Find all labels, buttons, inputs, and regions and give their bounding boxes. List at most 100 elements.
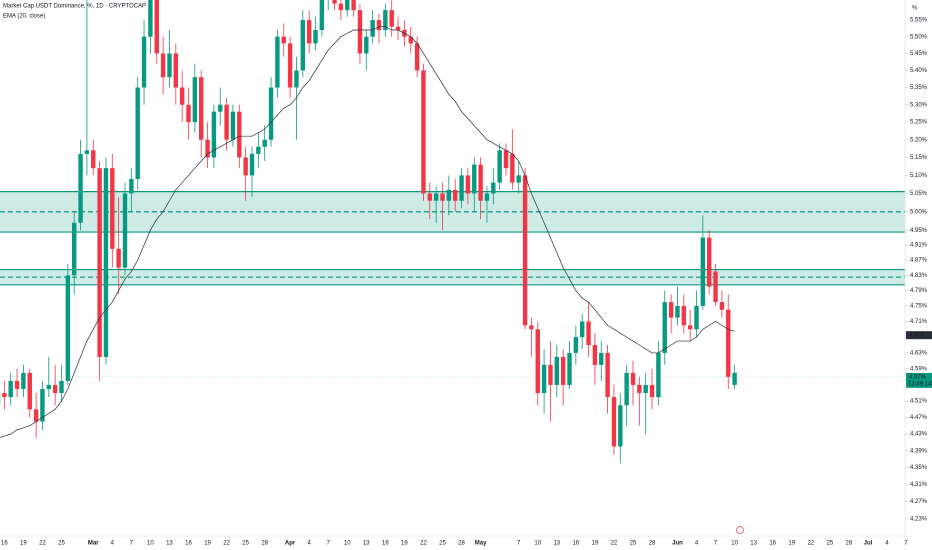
candle-body <box>567 352 572 385</box>
y-tick-label: 4.79% <box>910 288 928 294</box>
candle-body <box>427 193 432 201</box>
x-tick-label: 7 <box>130 541 134 547</box>
candle-body <box>154 0 159 54</box>
x-tick-label: 7 <box>327 541 331 547</box>
candle-body <box>287 43 293 88</box>
x-tick-label: Jun <box>672 541 683 547</box>
y-tick-label: 4.47% <box>910 415 928 421</box>
candle-body <box>370 20 375 37</box>
candle-body <box>726 309 731 377</box>
y-tick-label: 5.00% <box>910 209 928 215</box>
plot-area <box>0 0 905 464</box>
candle-body <box>179 87 185 105</box>
x-tick-label: 25 <box>827 541 834 547</box>
y-tick-label: 5.10% <box>910 173 928 179</box>
candle-body <box>173 53 178 88</box>
x-tick-label: 22 <box>223 541 230 547</box>
candle-body <box>376 20 382 31</box>
candle-body <box>122 193 128 268</box>
x-tick-label: 19 <box>20 541 27 547</box>
x-tick-label: 22 <box>807 541 814 547</box>
candle-body <box>103 168 109 357</box>
y-tick-label: 5.25% <box>910 120 928 126</box>
candle-body <box>414 43 420 71</box>
y-tick-label: 4.63% <box>910 351 928 357</box>
y-tick-label: 4.59% <box>910 366 928 372</box>
candle-body <box>560 356 566 385</box>
candle-body <box>535 329 540 394</box>
x-tick-label: 4 <box>885 541 889 547</box>
x-tick-label: May <box>475 541 487 547</box>
x-tick-label: 10 <box>534 541 541 547</box>
x-tick-label: 28 <box>458 541 465 547</box>
candle-body <box>516 175 521 183</box>
candle-body <box>97 168 102 357</box>
candle-body <box>529 325 534 330</box>
axis-unit: % <box>912 6 918 12</box>
x-tick-label: 19 <box>592 541 599 547</box>
candle-body <box>433 193 439 201</box>
x-tick-label: Jul <box>864 541 873 547</box>
y-tick-label: 4.83% <box>910 273 928 279</box>
candle-body <box>611 397 617 447</box>
candle-body <box>345 0 350 11</box>
x-tick-label: 13 <box>166 541 173 547</box>
candle-body <box>618 405 623 447</box>
y-tick-label: 4.95% <box>910 228 928 234</box>
countdown-label: 13:49:14 <box>908 381 932 387</box>
x-tick-label: 16 <box>382 541 389 547</box>
x-tick-label: 4 <box>111 541 115 547</box>
x-tick-label: 16 <box>1 541 8 547</box>
chart-title: Market Cap USDT Dominance, %, 1D · CRYPT… <box>3 4 146 10</box>
y-tick-label: 4.31% <box>910 482 928 488</box>
candle-body <box>294 70 299 88</box>
candle-body <box>383 10 388 31</box>
candle-body <box>65 275 71 381</box>
event-marker[interactable] <box>736 526 744 534</box>
candle-body <box>84 150 90 154</box>
candle-body <box>662 302 667 353</box>
x-tick-label: 25 <box>439 541 446 547</box>
candle-body <box>592 345 598 365</box>
candle-body <box>656 352 661 398</box>
candle-body <box>364 36 369 54</box>
y-tick-label: 4.75% <box>910 304 928 310</box>
candle-body <box>700 237 706 306</box>
candle-body <box>116 248 121 268</box>
candle-body <box>313 30 318 44</box>
candle-body <box>281 36 286 44</box>
ema-price-label: 4.675 <box>909 333 925 339</box>
candle-body <box>395 26 401 31</box>
candle-body <box>580 321 585 338</box>
y-tick-label: 5.45% <box>910 51 928 57</box>
candle-body <box>218 104 223 112</box>
x-tick-label: 25 <box>242 541 249 547</box>
candle-body <box>643 384 648 394</box>
candle-body <box>522 175 528 326</box>
candle-body <box>408 36 413 44</box>
candle-body <box>78 153 83 223</box>
candle-body <box>205 139 210 158</box>
candle-body <box>351 0 356 11</box>
x-tick-label: 22 <box>39 541 46 547</box>
candle-body <box>687 325 693 330</box>
candle-body <box>357 10 363 54</box>
candle-body <box>319 0 325 31</box>
x-tick-label: Mar <box>88 541 99 547</box>
y-tick-label: 4.23% <box>910 516 928 522</box>
candle-body <box>275 36 280 88</box>
y-tick-label: 5.55% <box>910 18 928 24</box>
x-tick-label: 22 <box>420 541 427 547</box>
y-tick-label: 5.05% <box>910 191 928 197</box>
candle-body <box>300 20 305 71</box>
candle-body <box>332 0 337 4</box>
x-tick-label: 16 <box>573 541 580 547</box>
y-tick-label: 5.35% <box>910 85 928 91</box>
candle-body <box>268 87 274 140</box>
ema-price-tag <box>906 331 932 340</box>
candle-body <box>440 193 445 201</box>
x-tick-label: 16 <box>769 541 776 547</box>
x-tick-label: 4 <box>695 541 699 547</box>
candle-body <box>605 352 610 398</box>
y-tick-label: 5.15% <box>910 155 928 161</box>
